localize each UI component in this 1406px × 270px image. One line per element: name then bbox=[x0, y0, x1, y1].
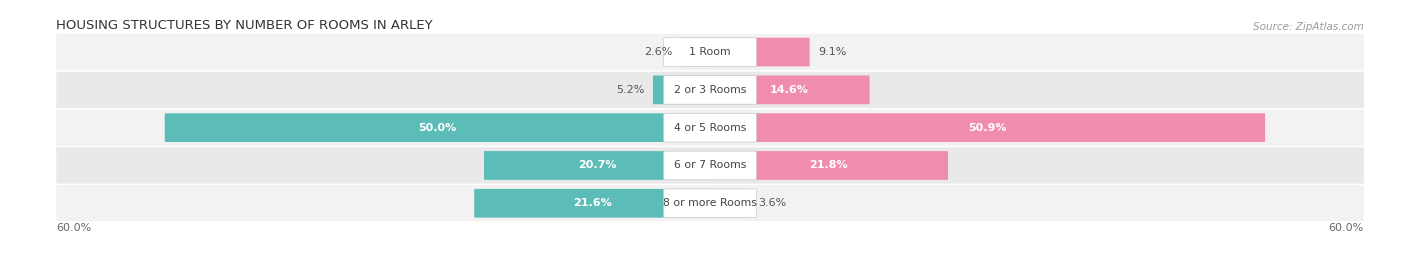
Text: 8 or more Rooms: 8 or more Rooms bbox=[664, 198, 756, 208]
FancyBboxPatch shape bbox=[664, 189, 756, 218]
Text: 50.0%: 50.0% bbox=[419, 123, 457, 133]
Text: 6 or 7 Rooms: 6 or 7 Rooms bbox=[673, 160, 747, 170]
FancyBboxPatch shape bbox=[56, 185, 1364, 221]
Text: Source: ZipAtlas.com: Source: ZipAtlas.com bbox=[1253, 22, 1364, 32]
Text: 20.7%: 20.7% bbox=[578, 160, 616, 170]
FancyBboxPatch shape bbox=[56, 34, 1364, 70]
FancyBboxPatch shape bbox=[710, 189, 749, 218]
FancyBboxPatch shape bbox=[484, 151, 710, 180]
Text: 5.2%: 5.2% bbox=[616, 85, 644, 95]
Text: 60.0%: 60.0% bbox=[56, 223, 91, 233]
Text: 1 Room: 1 Room bbox=[689, 47, 731, 57]
Text: HOUSING STRUCTURES BY NUMBER OF ROOMS IN ARLEY: HOUSING STRUCTURES BY NUMBER OF ROOMS IN… bbox=[56, 19, 433, 32]
FancyBboxPatch shape bbox=[664, 113, 756, 142]
FancyBboxPatch shape bbox=[474, 189, 710, 218]
Text: 21.6%: 21.6% bbox=[574, 198, 612, 208]
Text: 50.9%: 50.9% bbox=[969, 123, 1007, 133]
FancyBboxPatch shape bbox=[652, 76, 710, 104]
FancyBboxPatch shape bbox=[664, 151, 756, 180]
FancyBboxPatch shape bbox=[56, 110, 1364, 146]
FancyBboxPatch shape bbox=[710, 113, 1265, 142]
Text: 3.6%: 3.6% bbox=[758, 198, 786, 208]
FancyBboxPatch shape bbox=[664, 38, 756, 66]
FancyBboxPatch shape bbox=[165, 113, 710, 142]
Text: 9.1%: 9.1% bbox=[818, 47, 846, 57]
FancyBboxPatch shape bbox=[710, 38, 810, 66]
Text: 14.6%: 14.6% bbox=[770, 85, 808, 95]
Text: 2.6%: 2.6% bbox=[644, 47, 673, 57]
Text: 4 or 5 Rooms: 4 or 5 Rooms bbox=[673, 123, 747, 133]
FancyBboxPatch shape bbox=[664, 76, 756, 104]
Text: 60.0%: 60.0% bbox=[1329, 223, 1364, 233]
FancyBboxPatch shape bbox=[56, 147, 1364, 184]
Text: 2 or 3 Rooms: 2 or 3 Rooms bbox=[673, 85, 747, 95]
Text: 21.8%: 21.8% bbox=[810, 160, 848, 170]
FancyBboxPatch shape bbox=[56, 72, 1364, 108]
FancyBboxPatch shape bbox=[682, 38, 710, 66]
FancyBboxPatch shape bbox=[710, 151, 948, 180]
FancyBboxPatch shape bbox=[710, 76, 869, 104]
